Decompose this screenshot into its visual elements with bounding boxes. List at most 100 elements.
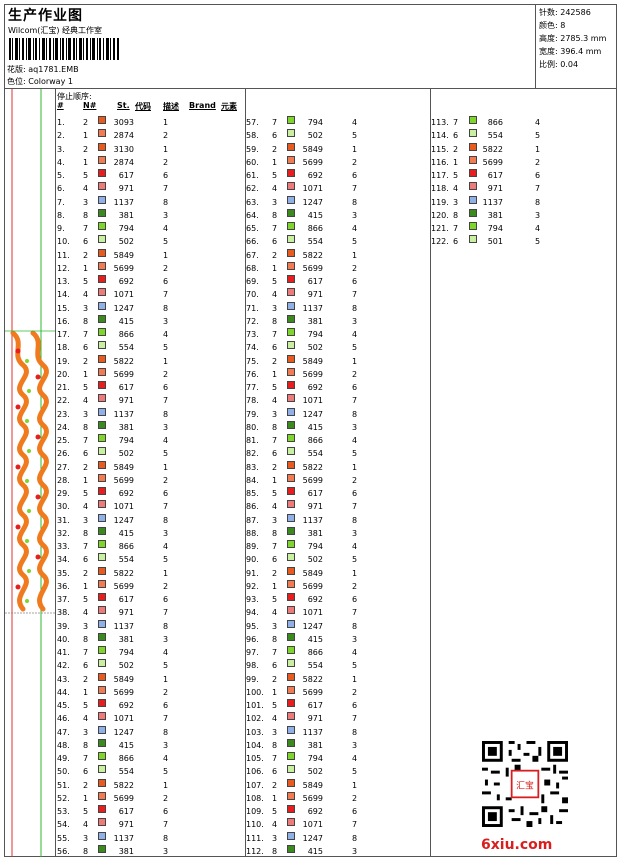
stop-row: 117. 5 617 6 (431, 169, 540, 182)
thread-code: 1071 (302, 184, 323, 194)
stop-index: 102. (246, 714, 264, 724)
color-swatch (98, 738, 106, 747)
thread-code: 971 (118, 184, 134, 194)
needle-number: 5 (83, 595, 89, 604)
thread-code: 1071 (113, 714, 134, 724)
stop-index: 121. (431, 224, 449, 233)
color-swatch (469, 142, 477, 151)
stop-index: 105. (246, 754, 264, 763)
floral-border-motif (10, 330, 49, 612)
stop-index: 66. (246, 237, 259, 247)
stop-row: 61. 5 692 6 (246, 169, 431, 182)
color-swatch (287, 182, 295, 191)
needle-number: 5 (272, 701, 278, 710)
thread-code: 5849 (113, 250, 134, 260)
thread-code: 381 (307, 528, 323, 538)
color-swatch (287, 314, 295, 323)
stop-row: 49. 7 866 4 (57, 752, 242, 765)
needle-number: 3 (272, 409, 278, 419)
needle-number: 6 (272, 661, 278, 671)
color-swatch (287, 579, 295, 588)
stop-row: 53. 5 617 6 (57, 805, 242, 818)
thread-code: 5699 (302, 157, 323, 167)
color-swatch (287, 473, 295, 482)
colorway: 色位: Colorway 1 (7, 76, 73, 87)
color-swatch (98, 182, 106, 191)
needle-number: 1 (272, 157, 278, 167)
color-swatch (98, 844, 106, 853)
stop-index: 86. (246, 502, 259, 512)
thread-code: 554 (118, 343, 134, 353)
element-number: 1 (535, 144, 541, 154)
element-number: 7 (352, 608, 358, 618)
color-swatch (287, 659, 295, 668)
stop-index: 35. (57, 568, 70, 578)
color-swatch (287, 646, 295, 654)
color-swatch (98, 752, 106, 760)
needle-number: 4 (83, 820, 89, 830)
stop-row: 69. 5 617 6 (246, 275, 431, 288)
thread-code: 415 (118, 528, 134, 538)
element-number: 6 (163, 595, 169, 604)
thread-code: 1137 (302, 727, 323, 737)
needle-number: 7 (83, 436, 89, 445)
stop-row: 47. 3 1247 8 (57, 725, 242, 739)
needle-number: 6 (272, 767, 278, 777)
color-swatch (98, 778, 106, 787)
stop-row: 71. 3 1137 8 (246, 301, 431, 315)
thread-code: 794 (118, 436, 134, 445)
element-number: 1 (163, 462, 169, 472)
color-swatch (98, 394, 106, 403)
thread-code: 1071 (302, 820, 323, 830)
needle-number: 5 (272, 595, 278, 604)
element-number: 5 (163, 767, 169, 777)
thread-code: 971 (118, 820, 134, 830)
thread-code: 381 (118, 210, 134, 220)
element-number: 6 (163, 171, 169, 180)
thread-code: 381 (118, 634, 134, 644)
header-panel: 生产作业图 Wilcom(汇宝) 经典工作室 花版: aq1781.EMB 色位 (5, 5, 536, 89)
column-divider-2 (430, 89, 431, 857)
thread-code: 617 (118, 383, 134, 392)
element-number: 3 (352, 210, 358, 220)
thread-code: 1071 (113, 502, 134, 512)
needle-number: 1 (83, 369, 89, 379)
stop-row: 83. 2 5822 1 (246, 460, 431, 474)
thread-code: 502 (307, 131, 323, 141)
needle-number: 8 (83, 634, 89, 644)
color-swatch (98, 805, 106, 813)
stop-row: 66. 6 554 5 (246, 235, 431, 248)
stop-row: 115. 2 5822 1 (431, 142, 540, 156)
thread-code: 5699 (113, 475, 134, 485)
needle-number: 3 (83, 515, 89, 525)
needle-number: 1 (272, 581, 278, 591)
color-swatch (287, 699, 295, 707)
stop-row: 68. 1 5699 2 (246, 261, 431, 275)
thread-code: 5699 (302, 581, 323, 591)
color-swatch (287, 341, 295, 350)
needle-number: 4 (272, 714, 278, 724)
stop-index: 45. (57, 701, 70, 710)
thread-code: 971 (487, 184, 503, 194)
element-number: 1 (352, 356, 358, 366)
needle-number: 7 (272, 542, 278, 551)
stop-index: 9. (57, 224, 65, 233)
color-swatch (98, 275, 106, 283)
thread-code: 617 (487, 171, 503, 180)
color-swatch (287, 169, 295, 177)
color-swatch (287, 328, 295, 336)
thread-code: 617 (118, 171, 134, 180)
color-swatch (287, 407, 295, 416)
element-number: 3 (163, 846, 169, 856)
thread-code: 381 (307, 316, 323, 326)
thread-code: 1071 (302, 608, 323, 618)
thread-code: 617 (307, 489, 323, 498)
stop-row: 67. 2 5822 1 (246, 248, 431, 262)
stop-row: 95. 3 1247 8 (246, 619, 431, 633)
needle-number: 4 (272, 290, 278, 300)
stop-index: 23. (57, 409, 70, 419)
needle-number: 3 (272, 303, 278, 313)
color-swatch (469, 116, 477, 124)
col-brand: Brand (189, 101, 216, 110)
thread-code: 5699 (482, 157, 503, 167)
